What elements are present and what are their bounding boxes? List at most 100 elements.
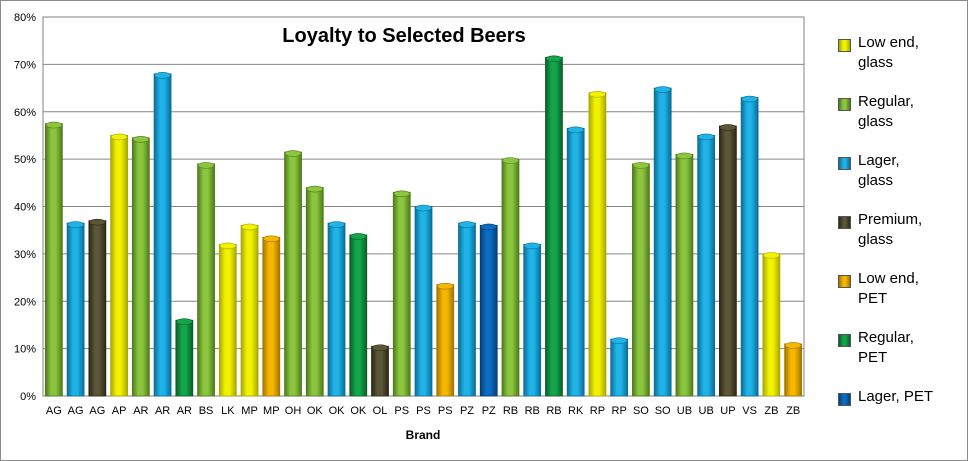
bar — [719, 124, 737, 397]
bar-top — [480, 223, 498, 231]
bar-body — [175, 319, 194, 397]
bar — [414, 204, 433, 397]
bar-body — [784, 343, 803, 397]
x-tick-label: PZ — [460, 405, 474, 417]
bar — [479, 223, 498, 397]
x-axis-title: Brand — [406, 428, 441, 442]
legend-item: Low end, glass — [838, 31, 963, 90]
bar-top — [436, 282, 454, 290]
bar-body — [262, 236, 281, 397]
legend-swatch — [838, 98, 851, 111]
bar-body — [44, 123, 63, 397]
bar-top — [697, 133, 715, 141]
x-tick-label: PZ — [482, 405, 496, 417]
x-tick-label: LK — [221, 405, 235, 417]
bar-top — [393, 190, 411, 198]
bar-body — [436, 284, 455, 397]
bar-body — [327, 222, 346, 397]
legend-swatch — [838, 39, 851, 52]
legend-swatch — [838, 157, 851, 170]
bar-top — [67, 221, 84, 228]
chart-title: Loyalty to Selected Beers — [282, 25, 525, 47]
bar-top — [763, 252, 780, 259]
bar-body — [675, 153, 694, 397]
y-tick-label: 50% — [14, 154, 36, 166]
legend-label: Low end, PET — [858, 270, 919, 307]
bar-body — [458, 222, 476, 397]
bar — [262, 235, 281, 397]
y-tick-label: 40% — [14, 202, 36, 214]
x-tick-label: AR — [177, 405, 192, 417]
x-tick-label: MP — [263, 405, 280, 417]
bar-top — [349, 233, 367, 240]
bar — [284, 150, 302, 397]
y-axis-ticks: 0% 10% 20% 30% 40% 50% 60% 70% 80% — [14, 12, 36, 403]
legend: Low end, glass Regular, glass Lager, glass… — [838, 31, 963, 444]
bar — [740, 95, 759, 397]
bar — [197, 162, 215, 397]
bar-top — [741, 95, 758, 103]
x-tick-label: PS — [394, 405, 409, 417]
x-tick-label: RK — [568, 405, 584, 417]
bar-top — [784, 342, 802, 349]
bar-body — [632, 163, 650, 397]
bar — [44, 121, 63, 397]
bar-body — [545, 56, 563, 397]
x-tick-label: BS — [199, 405, 214, 417]
bar-body — [131, 137, 150, 397]
bar-top — [654, 86, 671, 93]
bar — [784, 342, 803, 397]
bar — [458, 221, 476, 397]
bar-top — [589, 91, 606, 98]
bar-top — [632, 162, 650, 169]
x-tick-label: RP — [612, 405, 627, 417]
legend-label: Lager, PET — [858, 388, 934, 405]
bar-body — [153, 73, 172, 397]
bar-body — [501, 158, 520, 397]
bar-body — [653, 87, 672, 397]
bar — [697, 133, 716, 397]
x-tick-label: AP — [112, 405, 127, 417]
bar-body — [414, 206, 433, 397]
bar-body — [197, 163, 215, 397]
x-tick-label: OH — [285, 405, 302, 417]
bar-top — [523, 242, 541, 250]
bar-top — [545, 55, 563, 63]
bar-body — [371, 345, 389, 397]
bar — [66, 221, 85, 397]
y-tick-label: 60% — [14, 107, 36, 119]
bar-top — [415, 204, 432, 212]
bar-top — [328, 221, 345, 228]
bar — [501, 157, 520, 397]
y-tick-label: 70% — [14, 59, 36, 71]
bar-body — [110, 135, 128, 397]
bars — [44, 55, 803, 397]
legend-label: Low end, glass — [858, 34, 919, 71]
x-tick-label: RB — [546, 405, 561, 417]
legend-item: Premium, glass — [838, 208, 963, 267]
x-tick-label: AG — [89, 405, 105, 417]
bar-body — [740, 97, 759, 397]
y-tick-label: 30% — [14, 249, 36, 261]
x-tick-label: UP — [720, 405, 735, 417]
x-tick-label: OK — [307, 405, 324, 417]
bar — [436, 282, 455, 397]
bar-body — [66, 222, 85, 397]
y-tick-label: 20% — [14, 296, 36, 308]
legend-item: Regular, PET — [838, 326, 963, 385]
x-axis-ticks: AG AG AG AP AR AR AR BS LK MP MP OH OK OK OK OL PS PS PS PZ… — [46, 405, 800, 417]
bar-top — [567, 126, 584, 134]
bar-body — [610, 338, 629, 397]
legend-swatch — [838, 275, 851, 288]
bar-top — [284, 150, 302, 157]
bar — [653, 86, 672, 397]
bar-body — [588, 92, 607, 397]
x-tick-label: MP — [241, 405, 258, 417]
bar — [588, 91, 607, 397]
bar — [632, 162, 650, 397]
x-tick-label: OL — [373, 405, 388, 417]
bar-body — [240, 225, 259, 397]
legend-swatch — [838, 393, 851, 406]
